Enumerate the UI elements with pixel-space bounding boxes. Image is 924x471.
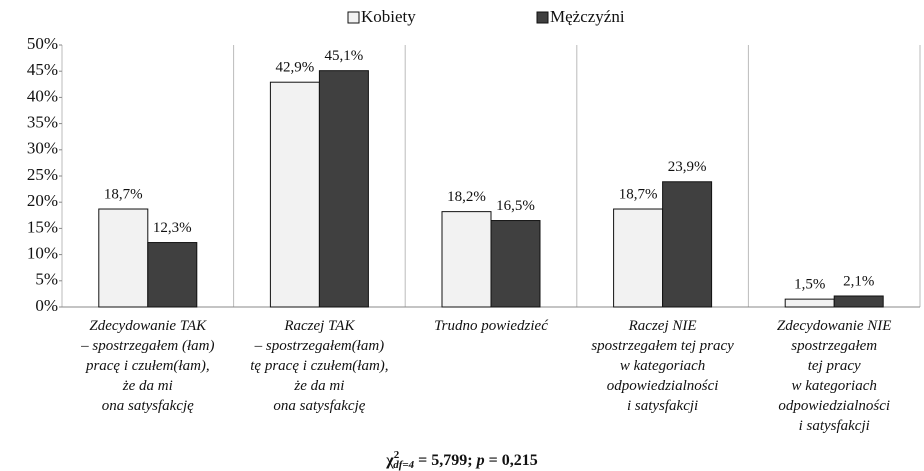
annotation: χ2 df=4 = 5,799; p = 0,215 — [385, 449, 537, 471]
y-tick-label: 10% — [27, 244, 58, 263]
x-tick-label: Raczej TAK – spostrzegałem(łam) tę pracę i… — [250, 318, 388, 414]
bar — [147, 242, 198, 308]
bar — [662, 181, 713, 308]
bar — [613, 208, 664, 308]
bar — [441, 211, 492, 308]
value-label: 1,5% — [794, 277, 825, 293]
bar — [98, 208, 149, 308]
value-label: 18,7% — [104, 186, 143, 202]
y-tick-label: 35% — [27, 113, 58, 132]
bar — [269, 81, 320, 308]
x-tick-label: Raczej NIE spostrzegałem tej pracy w kateg… — [591, 318, 734, 414]
annotation-symbol: χ — [385, 452, 394, 469]
annotation-text: = 5,799; — [414, 452, 476, 469]
annotation-p: p — [475, 452, 485, 469]
x-tick-label: Zdecydowanie TAK – spostrzegałem (łam) pra… — [80, 318, 214, 414]
legend-label: Mężczyźni — [550, 7, 625, 26]
y-tick-label: 30% — [27, 139, 58, 158]
legend-swatch — [536, 11, 549, 24]
value-label: 16,5% — [496, 198, 535, 214]
value-label: 18,7% — [619, 186, 658, 202]
y-tick-label: 0% — [35, 296, 58, 315]
y-tick-label: 50% — [27, 34, 58, 53]
y-tick-label: 5% — [35, 270, 58, 289]
bar — [490, 220, 541, 308]
legend-swatch — [347, 11, 360, 24]
bar — [784, 298, 835, 308]
bar — [833, 295, 884, 308]
y-tick-label: 20% — [27, 191, 58, 210]
y-tick-label: 15% — [27, 217, 58, 236]
annotation-text: = 0,215 — [485, 452, 538, 469]
bar — [318, 70, 369, 308]
value-label: 23,9% — [668, 159, 707, 175]
value-label: 12,3% — [153, 220, 192, 236]
legend-label: Kobiety — [361, 7, 416, 26]
value-label: 45,1% — [325, 48, 364, 64]
y-tick-label: 45% — [27, 60, 58, 79]
value-label: 42,9% — [276, 60, 315, 76]
y-tick-label: 40% — [27, 86, 58, 105]
x-tick-label: Zdecydowanie NIE spostrzegałem tej pracy w … — [777, 318, 892, 434]
y-tick-label: 25% — [27, 165, 58, 184]
annotation-sup: 2 — [394, 449, 400, 461]
value-label: 2,1% — [843, 273, 874, 289]
value-label: 18,2% — [447, 189, 486, 205]
x-tick-label: Trudno powiedzieć — [434, 318, 549, 334]
annotation-sub: df=4 — [393, 459, 414, 471]
